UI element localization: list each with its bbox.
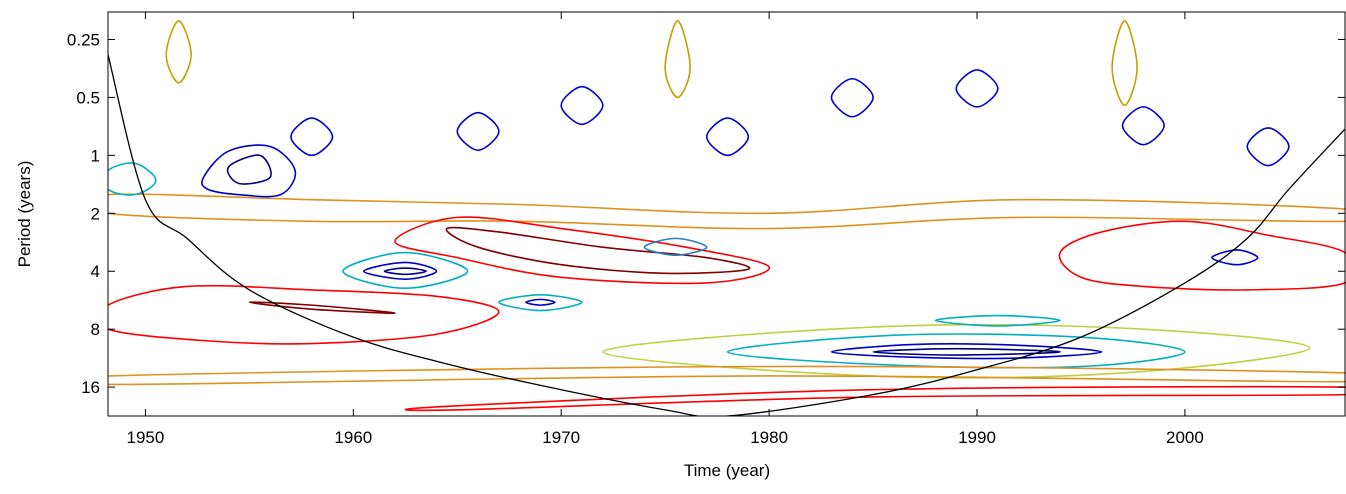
x-tick-label: 1950	[127, 428, 165, 447]
contour-line	[108, 193, 1346, 230]
contour-line	[830, 77, 874, 118]
contour-line	[934, 314, 1061, 327]
contour-line	[342, 251, 469, 290]
contour-line	[165, 20, 192, 84]
contour-line	[108, 162, 157, 196]
contour-line	[445, 226, 751, 275]
y-tick-label: 2	[91, 204, 100, 223]
plot-area	[108, 20, 1346, 416]
y-tick-label: 1	[91, 146, 100, 165]
axes-frame	[107, 11, 1346, 417]
contour-line	[498, 293, 583, 312]
contour-line	[248, 301, 396, 315]
contour-line	[525, 298, 556, 306]
contour-line	[362, 261, 438, 281]
contour-line	[664, 20, 691, 99]
y-tick-label: 0.5	[76, 88, 100, 107]
contour-line	[108, 365, 1346, 386]
x-tick-label: 1990	[958, 428, 996, 447]
x-tick-label: 2000	[1166, 428, 1204, 447]
x-tick-label: 1970	[542, 428, 580, 447]
contour-line	[383, 267, 427, 276]
contour-line	[1111, 20, 1138, 107]
y-tick-label: 8	[91, 320, 100, 339]
contour-line	[1211, 249, 1259, 266]
contour-line	[456, 111, 500, 151]
x-axis-label: Time (year)	[684, 461, 770, 480]
x-tick-label: 1960	[334, 428, 372, 447]
y-tick-label: 16	[81, 378, 100, 397]
x-tick-label: 1980	[750, 428, 788, 447]
contour-line	[560, 85, 604, 126]
contour-line	[226, 154, 272, 185]
contour-line	[726, 333, 1186, 369]
contour-line	[830, 343, 1103, 360]
cone-of-influence	[108, 54, 1346, 416]
contour-line	[1246, 127, 1290, 167]
contour-line	[643, 237, 708, 256]
contour-line	[1121, 106, 1165, 146]
y-tick-label: 4	[91, 262, 100, 281]
contour-line	[201, 144, 297, 198]
contour-line	[404, 385, 1346, 412]
contour-line	[872, 347, 1061, 356]
y-axis-label: Period (years)	[15, 161, 34, 268]
contour-line	[394, 216, 770, 285]
contour-line	[290, 117, 334, 157]
contour-line	[705, 117, 750, 157]
contour-line	[955, 69, 999, 108]
y-tick-label: 0.25	[67, 30, 100, 49]
contour-line	[1058, 220, 1346, 291]
